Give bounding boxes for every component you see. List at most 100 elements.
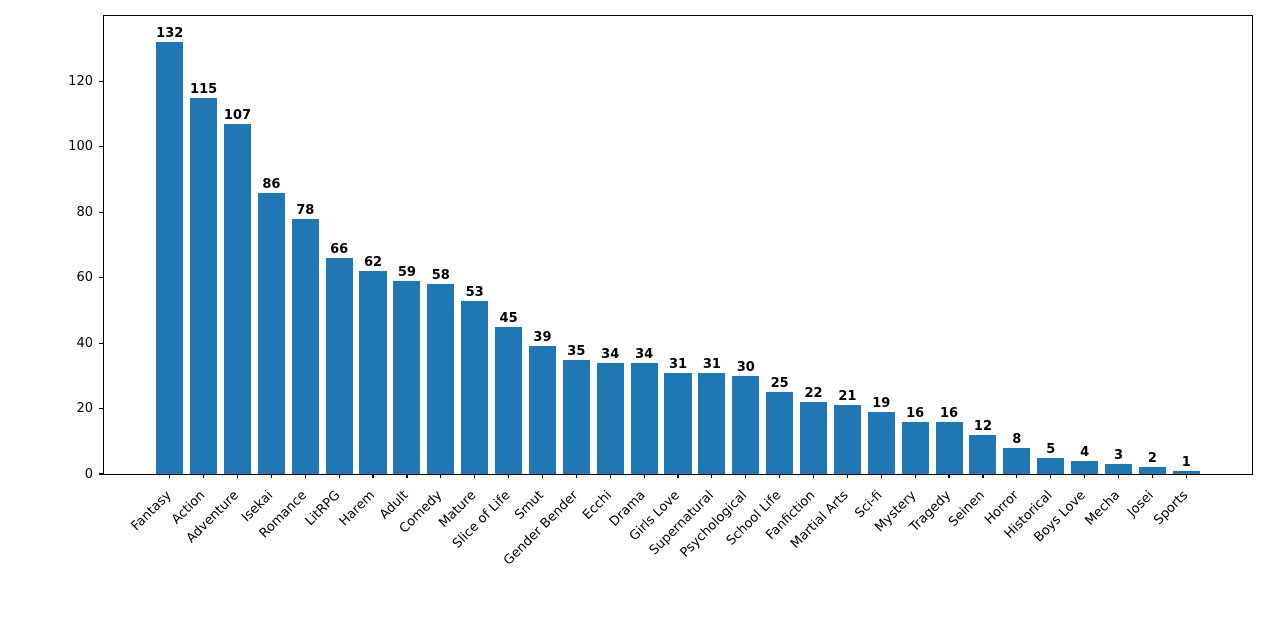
bar [732,375,760,474]
x-tick-label: Seinen [945,488,988,530]
bar-value-label: 34 [635,346,654,362]
x-tick-mark [270,474,272,478]
bar-value-label: 16 [940,405,959,421]
bar [156,42,184,474]
x-tick-mark [372,474,374,478]
bar-value-label: 8 [1012,431,1022,447]
y-tick-label: 100 [68,139,93,155]
x-tick-mark [338,474,340,478]
bar [698,372,726,474]
y-tick-label: 0 [84,466,93,482]
x-tick-mark [779,474,781,478]
x-tick-mark [914,474,916,478]
x-tick-mark [507,474,510,478]
bar [596,362,624,474]
x-tick-mark [236,474,239,478]
bar-value-label: 21 [838,389,857,405]
bar [799,402,828,474]
bar-value-label: 107 [223,107,252,123]
bar [867,411,895,474]
x-tick-mark [745,474,747,478]
bar-value-label: 5 [1046,441,1056,457]
x-tick-mark [1016,474,1018,478]
bar-value-label: 31 [668,356,688,372]
x-tick-label: Harem [336,488,378,530]
bar-value-label: 59 [397,265,416,280]
bar-value-label: 12 [973,418,992,434]
bar-value-label: 31 [702,356,721,372]
y-tick-label: 60 [76,270,93,286]
y-tick-mark [99,146,103,148]
bar-value-label: 4 [1080,444,1090,460]
bar-value-label: 132 [156,26,184,42]
y-tick-mark [99,80,103,83]
y-tick-mark [99,277,103,279]
bar-value-label: 2 [1147,451,1157,467]
bar [528,346,556,474]
x-tick-mark [1084,474,1086,478]
x-tick-mark [677,474,679,478]
bar-value-label: 66 [330,242,349,258]
bar-value-label: 16 [906,405,925,421]
bar [1138,467,1166,474]
bar [1003,447,1031,474]
bar [1172,470,1200,474]
bar-value-label: 22 [804,386,823,402]
x-tick-mark [609,474,611,478]
bar-value-label: 19 [872,395,891,411]
y-tick-label: 120 [68,73,93,89]
bar-value-label: 35 [567,343,586,359]
bar-value-label: 86 [262,176,281,192]
x-tick-label: Sports [1150,488,1191,529]
bar-value-label: 30 [736,359,755,375]
x-tick-label: LitRPG [302,488,344,529]
x-tick-mark [1185,474,1187,478]
bar [935,421,963,474]
y-tick-mark [99,407,103,410]
bar-value-label: 1 [1181,454,1191,470]
y-tick-label: 40 [76,335,93,351]
bar-value-label: 45 [499,310,518,326]
x-tick-mark [948,474,950,478]
x-tick-label: Fantasy [128,488,175,534]
x-tick-label: Mecha [1082,488,1124,529]
bar [1071,460,1099,474]
y-tick-mark [99,211,103,213]
x-tick-mark [846,474,848,478]
x-tick-mark [880,474,882,478]
x-tick-mark [575,474,577,478]
plot-area: 0 20 40 60 80 100 120 132 Fantasy 115 Action 107 Adv… [68,15,1253,568]
y-tick-mark [99,473,103,475]
bar-value-label: 58 [431,268,450,284]
bar [766,392,794,474]
bar [359,271,387,474]
x-tick-mark [1151,474,1153,478]
x-tick-mark [203,474,205,478]
bar-value-label: 115 [190,81,218,97]
bar-value-label: 25 [770,376,789,392]
x-tick-mark [812,474,815,478]
x-tick-mark [541,474,544,478]
bar [1104,464,1133,474]
bar [562,359,590,474]
bar-value-label: 34 [601,346,620,362]
bar [664,372,692,474]
x-tick-mark [406,474,408,478]
x-tick-mark [982,474,984,478]
y-tick-label: 80 [76,204,93,220]
x-tick-mark [1117,474,1120,478]
bar-value-label: 3 [1113,448,1124,464]
bar [461,300,489,474]
x-tick-mark [474,474,476,478]
bar [190,97,218,474]
bar [291,218,319,474]
bar [833,405,861,474]
bar [393,281,421,474]
bar [257,192,285,474]
bar [325,258,353,474]
x-tick-mark [1050,474,1052,478]
bar-value-label: 53 [465,284,484,300]
y-tick-mark [99,342,103,344]
x-tick-mark [440,474,442,478]
